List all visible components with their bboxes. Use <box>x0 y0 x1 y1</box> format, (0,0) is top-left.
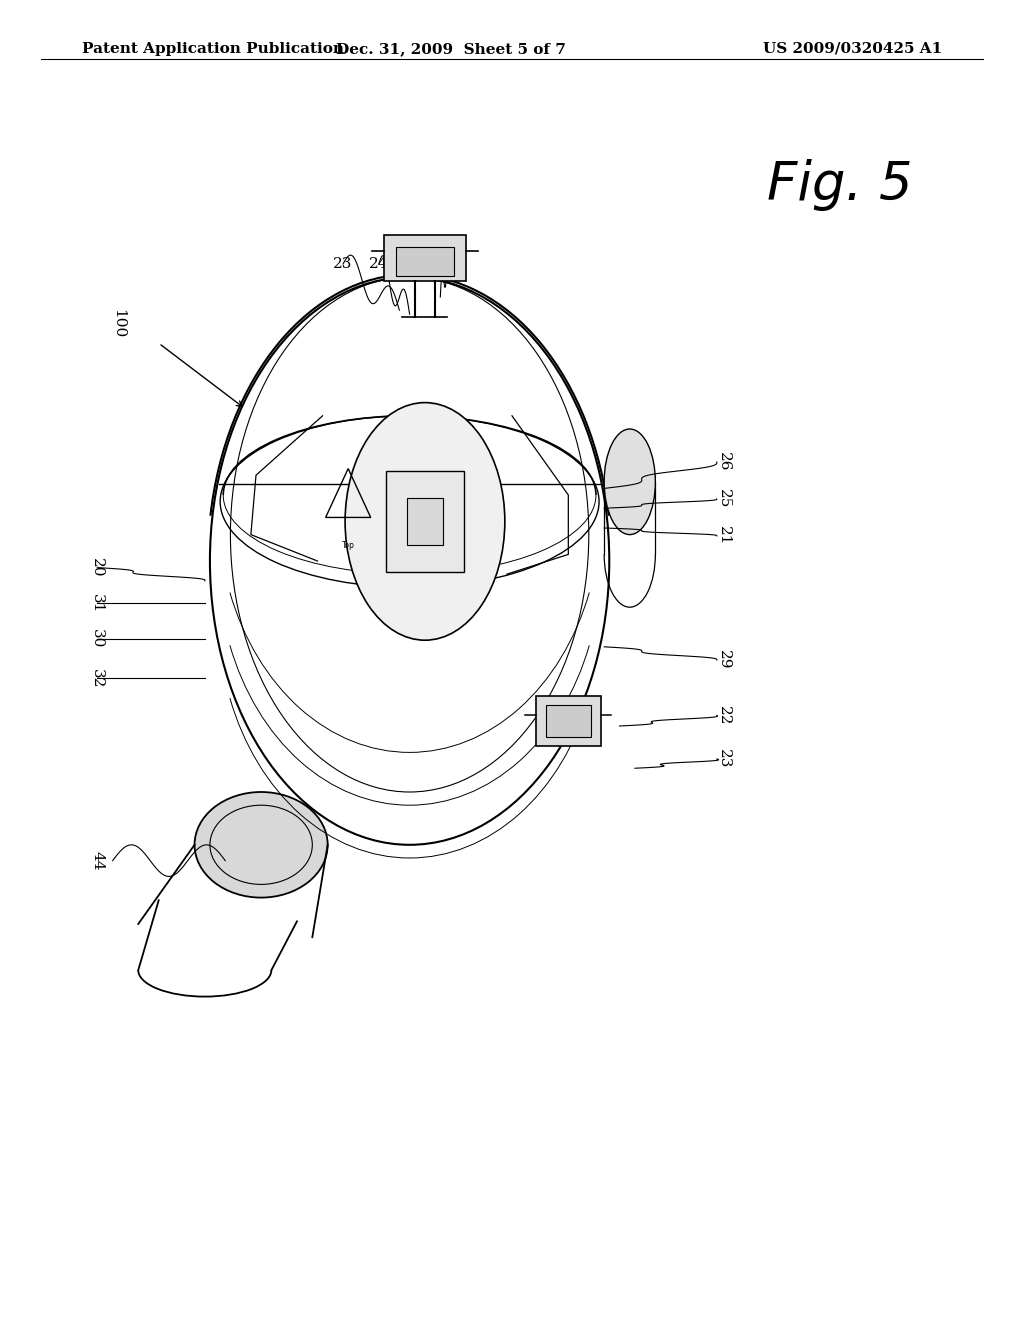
Ellipse shape <box>210 277 609 845</box>
Text: 22: 22 <box>717 706 731 725</box>
Text: 25: 25 <box>717 490 731 508</box>
Text: 24: 24 <box>369 257 389 271</box>
Text: 32: 32 <box>90 669 104 688</box>
Text: Fig. 5: Fig. 5 <box>767 158 912 211</box>
FancyBboxPatch shape <box>536 696 601 746</box>
Text: Patent Application Publication: Patent Application Publication <box>82 42 344 55</box>
FancyBboxPatch shape <box>384 235 466 281</box>
Text: 29: 29 <box>717 651 731 669</box>
FancyBboxPatch shape <box>386 471 464 572</box>
FancyBboxPatch shape <box>396 247 454 276</box>
Text: 21: 21 <box>717 527 731 545</box>
Text: Top: Top <box>342 541 354 550</box>
FancyBboxPatch shape <box>407 498 443 545</box>
Text: 44: 44 <box>90 851 104 870</box>
Text: 23: 23 <box>334 257 352 271</box>
Text: Dec. 31, 2009  Sheet 5 of 7: Dec. 31, 2009 Sheet 5 of 7 <box>336 42 565 55</box>
Ellipse shape <box>345 403 505 640</box>
FancyBboxPatch shape <box>546 705 591 737</box>
Text: US 2009/0320425 A1: US 2009/0320425 A1 <box>763 42 942 55</box>
Text: 100: 100 <box>111 309 125 338</box>
Text: 31: 31 <box>90 594 104 612</box>
Ellipse shape <box>604 429 655 535</box>
Ellipse shape <box>195 792 328 898</box>
Text: 30: 30 <box>90 630 104 648</box>
Text: 20: 20 <box>90 558 104 577</box>
Text: 23: 23 <box>717 750 731 768</box>
Text: 22: 22 <box>440 238 461 251</box>
Text: 26: 26 <box>717 453 731 471</box>
